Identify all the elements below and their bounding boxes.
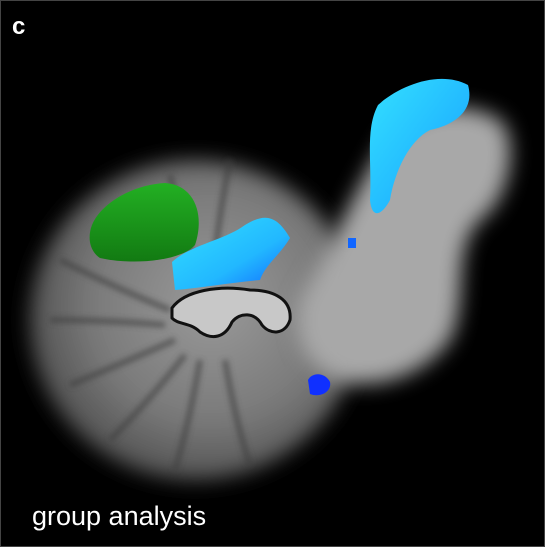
panel-label: c [12,13,25,40]
figure-panel: c group analysis [0,0,545,547]
caption: group analysis [32,501,206,531]
page: c group analysis (() => { const data = J… [0,0,545,547]
blue-spot [348,238,356,248]
